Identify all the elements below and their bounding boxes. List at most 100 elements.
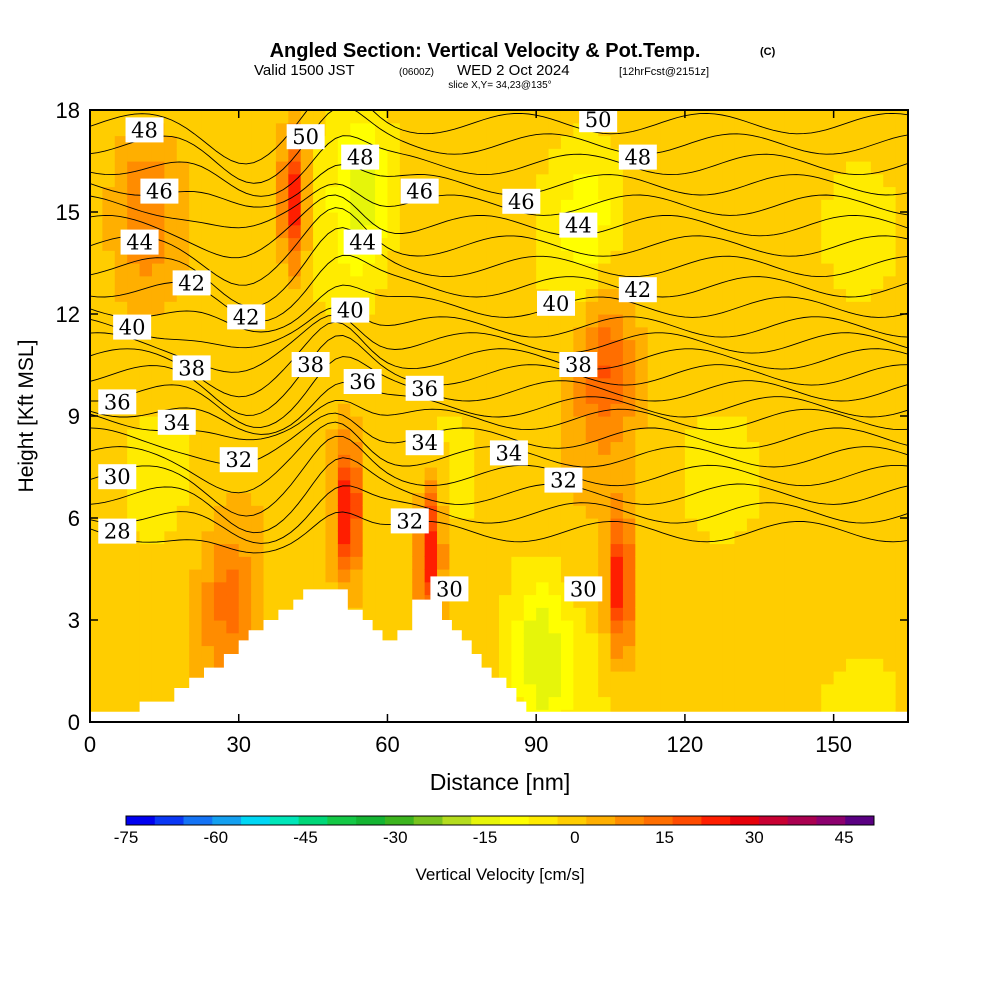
- velocity-cell: [350, 263, 364, 277]
- velocity-cell: [684, 569, 698, 583]
- velocity-cell: [213, 569, 227, 583]
- velocity-cell: [598, 250, 612, 264]
- velocity-cell: [858, 581, 872, 596]
- velocity-cell: [511, 607, 525, 621]
- velocity-cell: [213, 314, 227, 328]
- velocity-cell: [251, 212, 265, 226]
- contour-label-text: 46: [406, 180, 433, 204]
- velocity-cell: [858, 326, 872, 341]
- velocity-cell: [127, 620, 141, 634]
- velocity-cell: [337, 530, 351, 545]
- velocity-cell: [660, 199, 674, 213]
- velocity-cell: [213, 301, 227, 315]
- velocity-cell: [300, 263, 314, 277]
- velocity-cell: [548, 530, 562, 545]
- velocity-cell: [437, 467, 451, 481]
- theta-contour-line: [90, 399, 908, 441]
- velocity-cell: [846, 314, 860, 328]
- velocity-cell: [114, 658, 128, 672]
- theta-contour-line: [90, 381, 908, 435]
- colorbar-swatch: [615, 816, 645, 825]
- velocity-cell: [821, 683, 835, 698]
- velocity-cell: [263, 479, 277, 494]
- velocity-cell: [189, 620, 203, 634]
- velocity-cell: [734, 581, 748, 596]
- velocity-cell: [870, 607, 884, 621]
- velocity-cell: [536, 671, 550, 685]
- velocity-cell: [288, 479, 302, 494]
- velocity-cell: [412, 301, 426, 315]
- velocity-cell: [560, 326, 574, 341]
- velocity-cell: [846, 530, 860, 545]
- velocity-cell: [213, 237, 227, 251]
- velocity-cell: [548, 607, 562, 621]
- velocity-cell: [114, 620, 128, 634]
- velocity-cell: [548, 543, 562, 557]
- velocity-cell: [808, 492, 822, 506]
- velocity-cell: [90, 301, 103, 315]
- velocity-cell: [734, 556, 748, 570]
- velocity-cell: [585, 288, 599, 302]
- velocity-cell: [201, 403, 215, 417]
- velocity-cell: [164, 441, 178, 455]
- velocity-cell: [275, 314, 289, 328]
- velocity-cell: [759, 683, 773, 698]
- velocity-cell: [846, 632, 860, 647]
- y-tick-label: 6: [68, 506, 80, 531]
- velocity-cell: [511, 161, 525, 175]
- velocity-cell: [722, 454, 736, 468]
- velocity-cell: [808, 530, 822, 545]
- contour-label-text: 40: [337, 299, 364, 323]
- velocity-cell: [660, 416, 674, 430]
- velocity-cell: [808, 518, 822, 532]
- velocity-cell: [722, 314, 736, 328]
- velocity-cell: [536, 173, 550, 188]
- velocity-cell: [672, 581, 686, 596]
- velocity-cell: [784, 148, 798, 162]
- velocity-cell: [263, 314, 277, 328]
- velocity-cell: [201, 594, 215, 608]
- velocity-cell: [548, 339, 562, 353]
- velocity-cell: [474, 390, 488, 404]
- velocity-cell: [511, 581, 525, 596]
- velocity-cell: [387, 339, 401, 353]
- velocity-cell: [846, 683, 860, 698]
- velocity-cell: [635, 683, 649, 698]
- velocity-cell: [164, 581, 178, 596]
- velocity-cell: [375, 581, 389, 596]
- colorbar-tick-label: -60: [203, 828, 228, 847]
- velocity-cell: [573, 671, 587, 685]
- velocity-cell: [536, 314, 550, 328]
- velocity-cell: [139, 620, 153, 634]
- velocity-cell: [598, 148, 612, 162]
- colorbar-tick-label: -15: [473, 828, 498, 847]
- velocity-cell: [523, 607, 537, 621]
- velocity-cell: [833, 275, 847, 290]
- velocity-cell: [622, 339, 636, 353]
- velocity-cell: [102, 607, 116, 621]
- velocity-cell: [796, 352, 810, 366]
- velocity-cell: [412, 288, 426, 302]
- velocity-cell: [189, 632, 203, 647]
- velocity-cell: [796, 250, 810, 264]
- velocity-cell: [523, 148, 537, 162]
- velocity-cell: [238, 620, 252, 634]
- velocity-cell: [846, 620, 860, 634]
- velocity-cell: [511, 569, 525, 583]
- velocity-cell: [598, 543, 612, 557]
- velocity-cell: [213, 275, 227, 290]
- velocity-cell: [189, 326, 203, 341]
- velocity-cell: [870, 288, 884, 302]
- velocity-cell: [684, 683, 698, 698]
- velocity-cell: [870, 263, 884, 277]
- velocity-cell: [560, 683, 574, 698]
- velocity-cell: [536, 556, 550, 570]
- velocity-cell: [474, 250, 488, 264]
- velocity-cell: [635, 658, 649, 672]
- velocity-cell: [375, 505, 389, 519]
- velocity-cell: [114, 696, 128, 710]
- velocity-cell: [461, 492, 475, 506]
- velocity-cell: [573, 148, 587, 162]
- velocity-cell: [114, 428, 128, 443]
- velocity-cell: [424, 339, 438, 353]
